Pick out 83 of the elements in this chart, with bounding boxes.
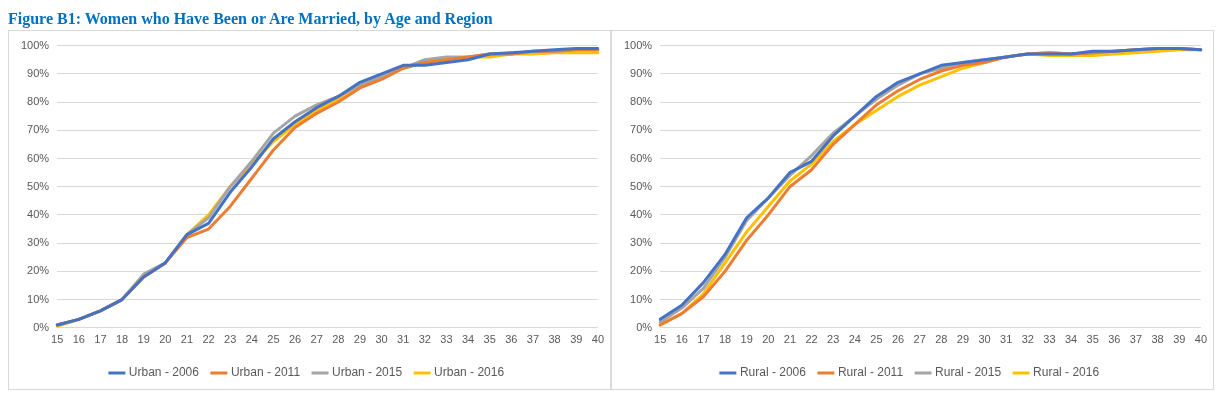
x-tick-label: 24 <box>848 333 861 346</box>
x-tick-label: 37 <box>526 333 540 346</box>
x-tick-label: 23 <box>827 333 840 346</box>
x-tick-label: 33 <box>440 333 453 346</box>
x-tick-label: 31 <box>1000 333 1013 346</box>
x-tick-label: 22 <box>805 333 818 346</box>
x-tick-label: 36 <box>505 333 518 346</box>
x-tick-label: 39 <box>1173 333 1186 346</box>
x-tick-label: 16 <box>72 333 85 346</box>
x-tick-label: 35 <box>1086 333 1099 346</box>
legend-label: Rural - 2006 <box>739 365 807 380</box>
x-tick-label: 30 <box>978 333 991 346</box>
y-tick-label: 10% <box>27 292 50 305</box>
y-tick-label: 40% <box>27 207 50 220</box>
x-tick-label: 23 <box>224 333 237 346</box>
x-tick-label: 19 <box>740 333 753 346</box>
x-tick-label: 27 <box>913 333 926 346</box>
y-tick-label: 30% <box>27 236 50 249</box>
x-tick-label: 27 <box>310 333 323 346</box>
y-tick-label: 100% <box>623 38 653 51</box>
x-tick-label: 40 <box>1194 333 1208 346</box>
legend-label: Rural - 2015 <box>935 365 1002 380</box>
y-tick-label: 30% <box>630 236 653 249</box>
x-tick-label: 20 <box>762 333 775 346</box>
x-tick-label: 25 <box>267 333 280 346</box>
y-tick-label: 70% <box>630 123 653 136</box>
legend-label: Rural - 2016 <box>1033 365 1100 380</box>
x-tick-label: 25 <box>870 333 883 346</box>
y-tick-label: 90% <box>27 66 50 79</box>
y-tick-label: 70% <box>27 123 50 136</box>
y-tick-label: 40% <box>630 207 653 220</box>
x-tick-label: 29 <box>956 333 970 346</box>
y-tick-label: 100% <box>20 38 50 51</box>
y-tick-label: 0% <box>636 320 653 333</box>
legend-label: Urban - 2016 <box>434 365 505 380</box>
x-tick-label: 29 <box>353 333 367 346</box>
x-tick-label: 28 <box>332 333 345 346</box>
x-tick-label: 24 <box>245 333 258 346</box>
y-tick-label: 10% <box>630 292 653 305</box>
x-tick-label: 37 <box>1129 333 1143 346</box>
x-tick-label: 17 <box>94 333 107 346</box>
x-tick-label: 15 <box>654 333 667 346</box>
x-tick-label: 18 <box>115 333 129 346</box>
y-tick-label: 80% <box>27 95 50 108</box>
x-tick-label: 17 <box>697 333 710 346</box>
x-tick-label: 34 <box>461 333 475 346</box>
legend-label: Rural - 2011 <box>837 365 904 380</box>
x-tick-label: 31 <box>397 333 410 346</box>
y-tick-label: 50% <box>630 179 653 192</box>
x-tick-label: 34 <box>1064 333 1078 346</box>
y-tick-label: 90% <box>630 66 653 79</box>
x-tick-label: 21 <box>180 333 194 346</box>
x-tick-label: 32 <box>418 333 431 346</box>
legend-label: Urban - 2011 <box>230 365 301 380</box>
x-tick-label: 40 <box>591 333 605 346</box>
y-tick-label: 80% <box>630 95 653 108</box>
x-tick-label: 20 <box>159 333 172 346</box>
y-tick-label: 0% <box>33 320 50 333</box>
x-tick-label: 35 <box>483 333 496 346</box>
x-tick-label: 16 <box>675 333 688 346</box>
x-tick-label: 21 <box>783 333 797 346</box>
x-tick-label: 30 <box>375 333 388 346</box>
x-tick-label: 28 <box>935 333 948 346</box>
y-tick-label: 50% <box>27 179 50 192</box>
x-tick-label: 19 <box>137 333 150 346</box>
y-tick-label: 20% <box>630 264 653 277</box>
x-tick-label: 38 <box>548 333 561 346</box>
x-tick-label: 38 <box>1151 333 1164 346</box>
y-tick-label: 20% <box>27 264 50 277</box>
x-tick-label: 15 <box>51 333 64 346</box>
legend-label: Urban - 2015 <box>332 365 403 380</box>
y-tick-label: 60% <box>630 151 653 164</box>
x-tick-label: 33 <box>1043 333 1056 346</box>
chart-title: Figure B1: Women who Have Been or Are Married, by Age and Region <box>8 9 494 30</box>
x-tick-label: 36 <box>1108 333 1121 346</box>
x-tick-label: 18 <box>718 333 732 346</box>
x-tick-label: 39 <box>570 333 583 346</box>
x-tick-label: 22 <box>202 333 215 346</box>
x-tick-label: 26 <box>288 333 302 346</box>
x-tick-label: 32 <box>1021 333 1034 346</box>
y-tick-label: 60% <box>27 151 50 164</box>
legend-label: Urban - 2006 <box>128 365 200 380</box>
x-tick-label: 26 <box>891 333 905 346</box>
